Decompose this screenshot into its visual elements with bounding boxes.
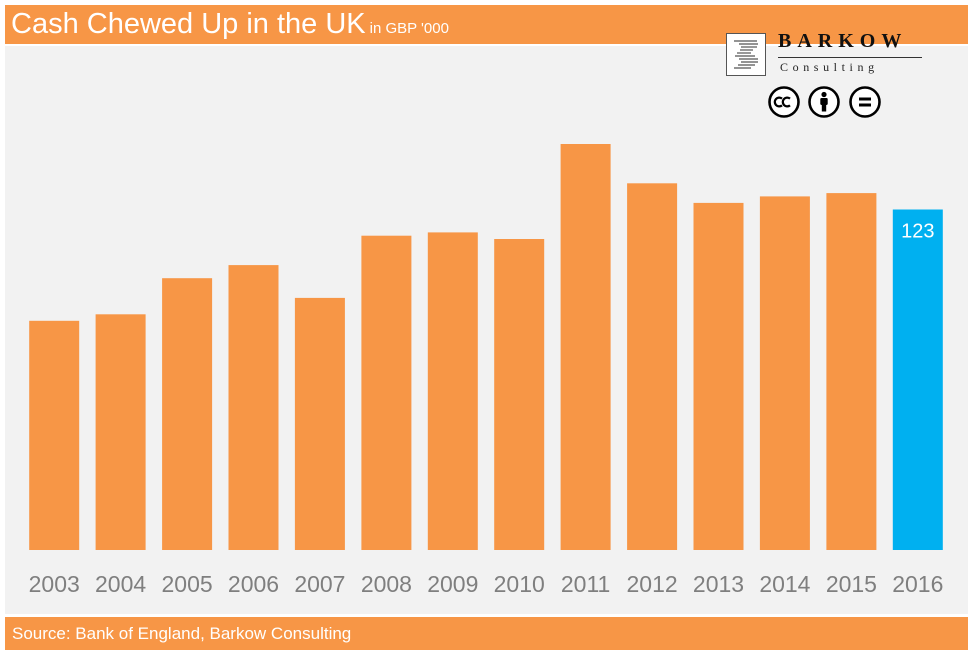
logo-subtitle: Consulting: [780, 60, 879, 74]
chart-subtitle: in GBP '000: [369, 20, 449, 37]
bar-2004: [95, 314, 146, 550]
bar-2006: [228, 265, 279, 550]
x-tick-label-2010: 2010: [494, 571, 545, 597]
logo-divider: [778, 57, 922, 58]
source-note: Source: Bank of England, Barkow Consulti…: [12, 624, 352, 643]
title-bar: Cash Chewed Up in the UK in GBP '000: [5, 5, 968, 44]
source-bar: Source: Bank of England, Barkow Consulti…: [5, 617, 968, 650]
bar-2011: [560, 144, 611, 550]
nd-icon: [849, 86, 881, 118]
license-badges: [768, 86, 885, 118]
bar-chart: 2003 2004 2005 2006 2007 2008 2009 2010 2011 2012…: [29, 144, 943, 597]
bar-2012: [627, 183, 678, 551]
cc-icon: [768, 86, 800, 118]
bar-2010: [494, 239, 545, 550]
x-tick-label-2007: 2007: [294, 571, 345, 597]
barkow-logo: BARKOW Consulting: [726, 30, 922, 80]
x-tick-label-2016: 2016: [892, 571, 943, 597]
bar-2003: [29, 320, 80, 550]
bar-2016: [892, 209, 943, 550]
x-tick-label-2014: 2014: [759, 571, 810, 597]
x-tick-label-2013: 2013: [693, 571, 744, 597]
bar-2013: [693, 202, 744, 550]
x-tick-label-2015: 2015: [826, 571, 877, 597]
chart-area: 2003 2004 2005 2006 2007 2008 2009 2010 2011 2012…: [5, 46, 968, 614]
x-tick-label-2011: 2011: [561, 571, 610, 597]
x-tick-label-2006: 2006: [228, 571, 279, 597]
x-tick-label-2003: 2003: [29, 571, 80, 597]
x-tick-label-2005: 2005: [162, 571, 213, 597]
barkow-logo-mark-icon: [726, 33, 766, 76]
bar-2005: [162, 278, 213, 550]
data-label-2016: 123: [901, 221, 934, 243]
chart-title: Cash Chewed Up in the UK: [11, 8, 366, 40]
x-tick-label-2004: 2004: [95, 571, 146, 597]
bar-2009: [427, 232, 478, 550]
bar-2014: [759, 196, 810, 550]
by-icon: [808, 86, 841, 118]
x-tick-label-2009: 2009: [427, 571, 478, 597]
bar-2008: [361, 235, 412, 550]
bar-2007: [294, 297, 345, 550]
logo-name: BARKOW: [778, 30, 908, 52]
x-tick-label-2012: 2012: [627, 571, 678, 597]
bar-2015: [826, 193, 877, 550]
x-tick-label-2008: 2008: [361, 571, 412, 597]
